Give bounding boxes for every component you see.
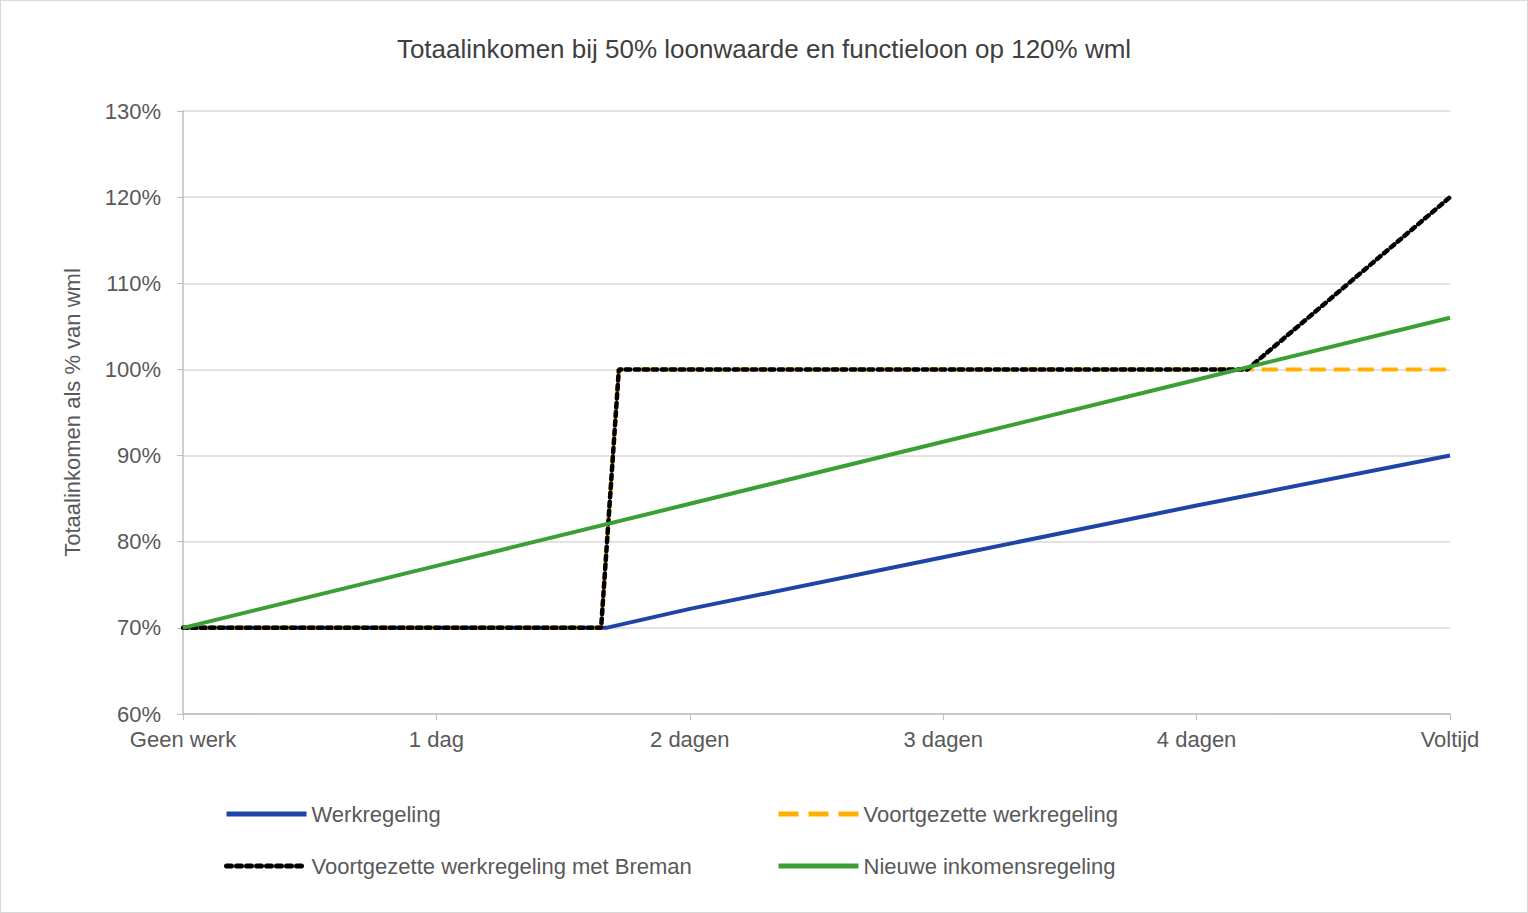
svg-text:Geen werk: Geen werk <box>130 727 237 752</box>
svg-text:90%: 90% <box>117 443 161 468</box>
svg-text:1 dag: 1 dag <box>409 727 464 752</box>
svg-text:120%: 120% <box>105 185 161 210</box>
svg-text:80%: 80% <box>117 529 161 554</box>
svg-text:3 dagen: 3 dagen <box>903 727 983 752</box>
svg-text:70%: 70% <box>117 615 161 640</box>
svg-text:Totaalinkomen als % van wml: Totaalinkomen als % van wml <box>60 268 85 557</box>
svg-text:2 dagen: 2 dagen <box>650 727 730 752</box>
svg-text:Werkregeling: Werkregeling <box>312 802 441 827</box>
svg-text:110%: 110% <box>106 271 161 296</box>
svg-text:Voortgezette werkregeling: Voortgezette werkregeling <box>864 802 1118 827</box>
svg-text:Voltijd: Voltijd <box>1421 727 1480 752</box>
svg-text:100%: 100% <box>105 357 161 382</box>
svg-text:4 dagen: 4 dagen <box>1157 727 1237 752</box>
svg-text:60%: 60% <box>117 702 161 727</box>
svg-text:Nieuwe inkomensregeling: Nieuwe inkomensregeling <box>864 854 1116 879</box>
svg-text:Totaalinkomen bij 50% loonwaar: Totaalinkomen bij 50% loonwaarde en func… <box>397 34 1131 64</box>
svg-text:Voortgezette werkregeling met: Voortgezette werkregeling met Breman <box>312 854 692 879</box>
svg-text:130%: 130% <box>105 99 161 124</box>
